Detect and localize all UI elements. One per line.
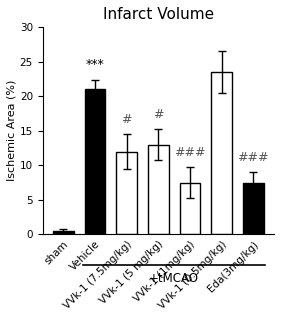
Text: ###: ### xyxy=(174,146,206,159)
Text: ###: ### xyxy=(237,151,269,164)
Title: Infarct Volume: Infarct Volume xyxy=(103,7,214,22)
Bar xyxy=(116,151,137,234)
Y-axis label: Ischemic Area (%): Ischemic Area (%) xyxy=(7,80,17,182)
Text: ***: *** xyxy=(86,59,105,72)
Bar xyxy=(148,145,169,234)
Text: #: # xyxy=(121,113,132,126)
Bar xyxy=(180,183,200,234)
Bar xyxy=(85,89,105,234)
Bar xyxy=(243,183,264,234)
Bar xyxy=(53,231,74,234)
Text: +tMCAO: +tMCAO xyxy=(149,273,199,286)
Bar xyxy=(211,72,232,234)
Text: #: # xyxy=(153,108,164,121)
